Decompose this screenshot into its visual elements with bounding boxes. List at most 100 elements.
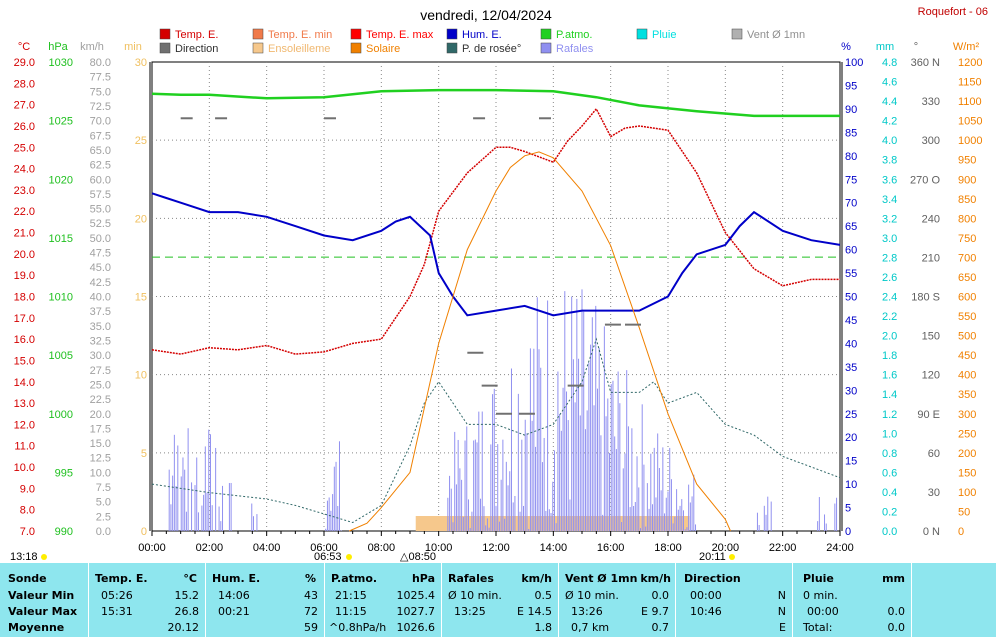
press-tick: 1015 — [49, 233, 73, 245]
hum-max-value: 72 — [304, 605, 318, 618]
temp-avg-value: 20.12 — [167, 621, 200, 634]
wind-tick: 67.5 — [90, 130, 111, 142]
wind-tick: 2.5 — [96, 511, 111, 523]
press-avg-value: 1026.6 — [396, 621, 436, 634]
pct-tick: 5 — [845, 503, 851, 515]
legend-swatch — [159, 28, 171, 40]
hum-min-value: 43 — [304, 589, 318, 602]
dir-max-value: N — [777, 605, 786, 618]
wind-tick: 32.5 — [90, 335, 111, 347]
series-p-de-ros-e- — [151, 337, 841, 524]
deg-tick: 240 — [922, 213, 940, 225]
stats-col-raf: Rafales km/h Ø 10 min. 0.5 13:25 E 14.5 … — [442, 563, 559, 637]
wind-tick: 50.0 — [90, 233, 111, 245]
pct-tick: 70 — [845, 198, 857, 210]
mm-tick: 2.4 — [882, 292, 897, 304]
temp-tick: 23.0 — [14, 185, 35, 197]
marker-time-label: 06:53 — [314, 551, 342, 563]
temp-tick: 22.0 — [14, 206, 35, 218]
wind-tick: 77.5 — [90, 72, 111, 84]
mm-tick: 4.0 — [882, 135, 897, 147]
legend-swatch — [252, 28, 264, 40]
stats-col-temp: Temp. E. °C 05:26 15.2 15:31 26.8 20.12 — [89, 563, 206, 637]
deg-tick: 60 — [928, 448, 940, 460]
temp-tick: 9.0 — [20, 483, 35, 495]
wind-tick: 5.0 — [96, 497, 111, 509]
axis-unit-label: hPa — [48, 41, 68, 53]
mm-tick: 0.0 — [882, 526, 897, 538]
wind-tick: 42.5 — [90, 277, 111, 289]
legend-swatch — [540, 42, 552, 54]
pct-tick: 10 — [845, 479, 857, 491]
temp-tick: 19.0 — [14, 270, 35, 282]
wind-tick: 27.5 — [90, 365, 111, 377]
wm2-tick: 350 — [958, 389, 976, 401]
chart-title: vendredi, 12/04/2024 — [420, 7, 552, 23]
legend-swatch — [252, 42, 264, 54]
legend-swatch — [159, 42, 171, 54]
hdr-press-unit: hPa — [411, 572, 435, 585]
wm2-tick: 50 — [958, 506, 970, 518]
dir-min-value: N — [777, 589, 786, 602]
hdr-dir: Direction — [684, 572, 741, 585]
time-tick: 04:00 — [253, 542, 281, 554]
pluie-total-value: 0.0 — [887, 621, 906, 634]
temp-tick: 13.0 — [14, 398, 35, 410]
sun-icon — [346, 554, 352, 560]
station-name: Roquefort - 06 — [918, 6, 988, 18]
time-tick: 12:00 — [482, 542, 510, 554]
pct-tick: 35 — [845, 362, 857, 374]
axis-unit-label: °C — [18, 41, 30, 53]
wm2-tick: 400 — [958, 370, 976, 382]
temp-tick: 21.0 — [14, 228, 35, 240]
row-max-label: Valeur Max — [8, 605, 78, 618]
axis-unit-label: min — [124, 41, 142, 53]
legend-label: Direction — [175, 43, 218, 55]
pct-tick: 50 — [845, 292, 857, 304]
pct-tick: 90 — [845, 104, 857, 116]
legend-swatch — [731, 28, 743, 40]
wind-tick: 45.0 — [90, 262, 111, 274]
temp-tick: 16.0 — [14, 334, 35, 346]
pct-tick: 95 — [845, 80, 857, 92]
mm-tick: 2.8 — [882, 252, 897, 264]
hdr-raf-unit: km/h — [521, 572, 552, 585]
hdr-pluie-unit: mm — [882, 572, 905, 585]
hdr-hum-unit: % — [304, 572, 316, 585]
legend-swatch — [540, 28, 552, 40]
wind-tick: 40.0 — [90, 292, 111, 304]
mm-tick: 1.2 — [882, 409, 897, 421]
wind-tick: 62.5 — [90, 160, 111, 172]
wind-tick: 80.0 — [90, 57, 111, 69]
stats-col-pluie: Pluie mm 0 min. 00:00 0.0 Total: 0.0 — [793, 563, 912, 637]
temp-min-time: 05:26 — [101, 589, 133, 602]
temp-tick: 10.0 — [14, 462, 35, 474]
mm-tick: 3.0 — [882, 233, 897, 245]
time-tick: 02:00 — [196, 542, 224, 554]
series-p-atmo- — [151, 88, 840, 118]
press-tick: 1020 — [49, 174, 73, 186]
mm-tick: 0.8 — [882, 448, 897, 460]
time-tick: 06:00 — [310, 542, 338, 554]
temp-tick: 8.0 — [20, 505, 35, 517]
wm2-tick: 450 — [958, 350, 976, 362]
row-moy-label: Moyenne — [8, 621, 65, 634]
wind-tick: 7.5 — [96, 482, 111, 494]
temp-tick: 11.0 — [14, 441, 35, 453]
press-max-time: 11:15 — [335, 605, 367, 618]
deg-tick: 120 — [922, 370, 940, 382]
vent-min-value: 0.0 — [651, 589, 670, 602]
hdr-temp-unit: °C — [183, 572, 197, 585]
pluie-total-label: Total: — [803, 621, 833, 634]
wind-tick: 70.0 — [90, 116, 111, 128]
min-tick: 15 — [135, 292, 147, 304]
row-min-label: Valeur Min — [8, 589, 75, 602]
hdr-sonde: Sonde — [8, 572, 47, 585]
time-tick: 22:00 — [769, 542, 797, 554]
deg-tick: 180 S — [911, 292, 940, 304]
legend: Temp. E. Temp. E. min Temp. E. max Hum. E. P… — [159, 28, 805, 55]
pct-tick: 15 — [845, 456, 857, 468]
marker-time-label: △08:50 — [400, 551, 436, 563]
wind-tick: 55.0 — [90, 204, 111, 216]
stats-col-sonde: Sonde Valeur Min Valeur Max Moyenne — [0, 563, 89, 637]
